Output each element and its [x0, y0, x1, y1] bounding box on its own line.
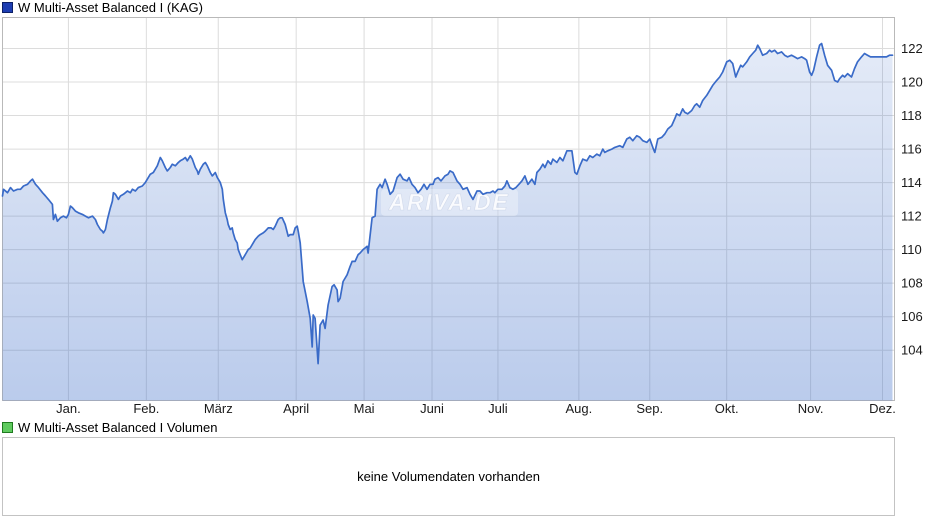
x-tick-label: Mai — [354, 401, 375, 416]
x-tick-label: Juni — [420, 401, 444, 416]
y-tick-label: 114 — [901, 175, 922, 190]
y-tick-label: 110 — [901, 242, 922, 257]
y-tick-label: 104 — [901, 343, 923, 358]
volume-series-title: W Multi-Asset Balanced I Volumen — [18, 420, 218, 435]
y-tick-label: 118 — [901, 108, 922, 123]
x-tick-label: Jan. — [56, 401, 81, 416]
y-tick-label: 106 — [901, 309, 923, 324]
x-tick-label: Aug. — [565, 401, 592, 416]
x-tick-label: Feb. — [133, 401, 159, 416]
y-tick-label: 112 — [901, 209, 922, 224]
x-tick-label: April — [283, 401, 309, 416]
x-tick-label: Sep. — [636, 401, 663, 416]
price-series-legend: W Multi-Asset Balanced I (KAG) — [2, 1, 203, 14]
x-tick-label: März — [204, 401, 233, 416]
y-tick-label: 120 — [901, 75, 923, 90]
volume-empty-message: keine Volumendaten vorhanden — [357, 469, 540, 484]
volume-panel: keine Volumendaten vorhanden — [2, 437, 895, 516]
watermark-band — [381, 189, 518, 216]
x-tick-label: Okt. — [715, 401, 739, 416]
y-tick-label: 108 — [901, 276, 923, 291]
price-chart: ARIVA.DE122120118116114112110108106104Ja… — [1, 17, 923, 416]
y-tick-label: 116 — [901, 142, 922, 157]
price-line — [1, 42, 894, 365]
x-tick-label: Dez. — [869, 401, 896, 416]
price-series-swatch-icon — [2, 2, 13, 13]
price-area-fill — [2, 43, 893, 401]
x-tick-label: Juli — [488, 401, 508, 416]
y-tick-label: 122 — [901, 41, 923, 56]
x-tick-label: Nov. — [798, 401, 824, 416]
price-series-title: W Multi-Asset Balanced I (KAG) — [18, 0, 203, 15]
volume-series-swatch-icon — [2, 422, 13, 433]
volume-series-legend: W Multi-Asset Balanced I Volumen — [2, 421, 217, 434]
